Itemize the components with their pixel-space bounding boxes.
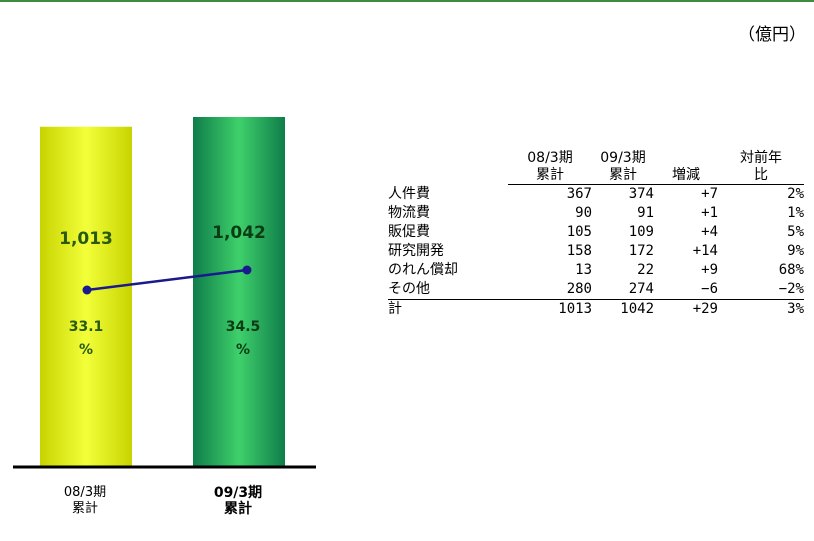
header-name [388,150,508,185]
table-cell: 1013 [558,301,592,317]
table-cell: +7 [701,186,718,202]
bar-0 [40,126,132,468]
ratio-unit-label: % [236,342,250,358]
table-row: 計 1013 1042 +29 3% [388,300,804,320]
row-label: 研究開発 [388,243,444,259]
table-cell: 280 [508,280,592,300]
row-label: 計 [388,301,402,317]
table-cell: 9% [787,243,804,259]
ratio-label: 34.5 [226,319,261,335]
ratio-unit-label: % [79,342,93,358]
header-0803: 08/3期 累計 [508,150,592,185]
table-row: 物流費 90 91 +1 1% [388,204,804,223]
table-cell: 13 [575,262,592,278]
header-change: 増減 [654,150,718,185]
category-label-0803: 08/3期 累計 [63,485,107,516]
header-yoy: 対前年 比 [718,150,804,185]
table-cell: 158 [566,243,592,259]
table-cell: 5% [787,224,804,240]
table-row: その他 280 274 −6 −2% [388,280,804,300]
ratio-label: 33.1 [69,319,104,335]
row-label: 人件費 [388,186,430,202]
row-label: その他 [388,280,508,300]
table-cell: 105 [566,224,592,240]
table-cell: +29 [692,301,718,317]
table-cell: −2% [718,280,804,300]
bar-1 [193,117,285,467]
unit-label: （億円） [738,25,806,45]
table-cell: 2% [787,186,804,202]
row-label: 販促費 [388,224,430,240]
table-cell: +14 [692,243,718,259]
row-label: 物流費 [388,205,430,221]
table-cell: 68% [778,262,804,278]
table-cell: 274 [592,280,654,300]
row-label: のれん償却 [388,262,458,278]
ratio-point-0 [82,285,92,295]
table-cell: +4 [701,224,718,240]
table-cell: 90 [575,205,592,221]
table-header-row: 08/3期 累計 09/3期 累計 増減 対前年 比 [388,150,804,185]
table-cell: 22 [637,262,654,278]
table-row: 人件費 367 374 +7 2% [388,185,804,204]
category-label-0903: 09/3期 累計 [213,485,263,517]
bar-value-label: 1,042 [212,223,266,243]
ratio-point-1 [242,265,252,275]
table-row: のれん償却 13 22 +9 68% [388,261,804,280]
header-0903: 09/3期 累計 [592,150,654,185]
bar-value-label: 1,013 [59,229,113,249]
table-cell: +1 [701,205,718,221]
table-cell: 367 [566,186,592,202]
table-cell: 3% [787,301,804,317]
table-cell: 1042 [620,301,654,317]
table-row: 販促費 105 109 +4 5% [388,223,804,242]
table-cell: 374 [628,186,654,202]
table-cell: 91 [637,205,654,221]
table-cell: −6 [654,280,718,300]
ratio-line [86,268,248,292]
expense-table: 08/3期 累計 09/3期 累計 増減 対前年 比 人件費 367 374 +7 2%… [388,150,804,319]
table-cell: +9 [701,262,718,278]
table-row: 研究開発 158 172 +14 9% [388,242,804,261]
table-cell: 109 [628,224,654,240]
table-cell: 1% [787,205,804,221]
table-cell: 172 [628,243,654,259]
top-rule [0,0,814,2]
